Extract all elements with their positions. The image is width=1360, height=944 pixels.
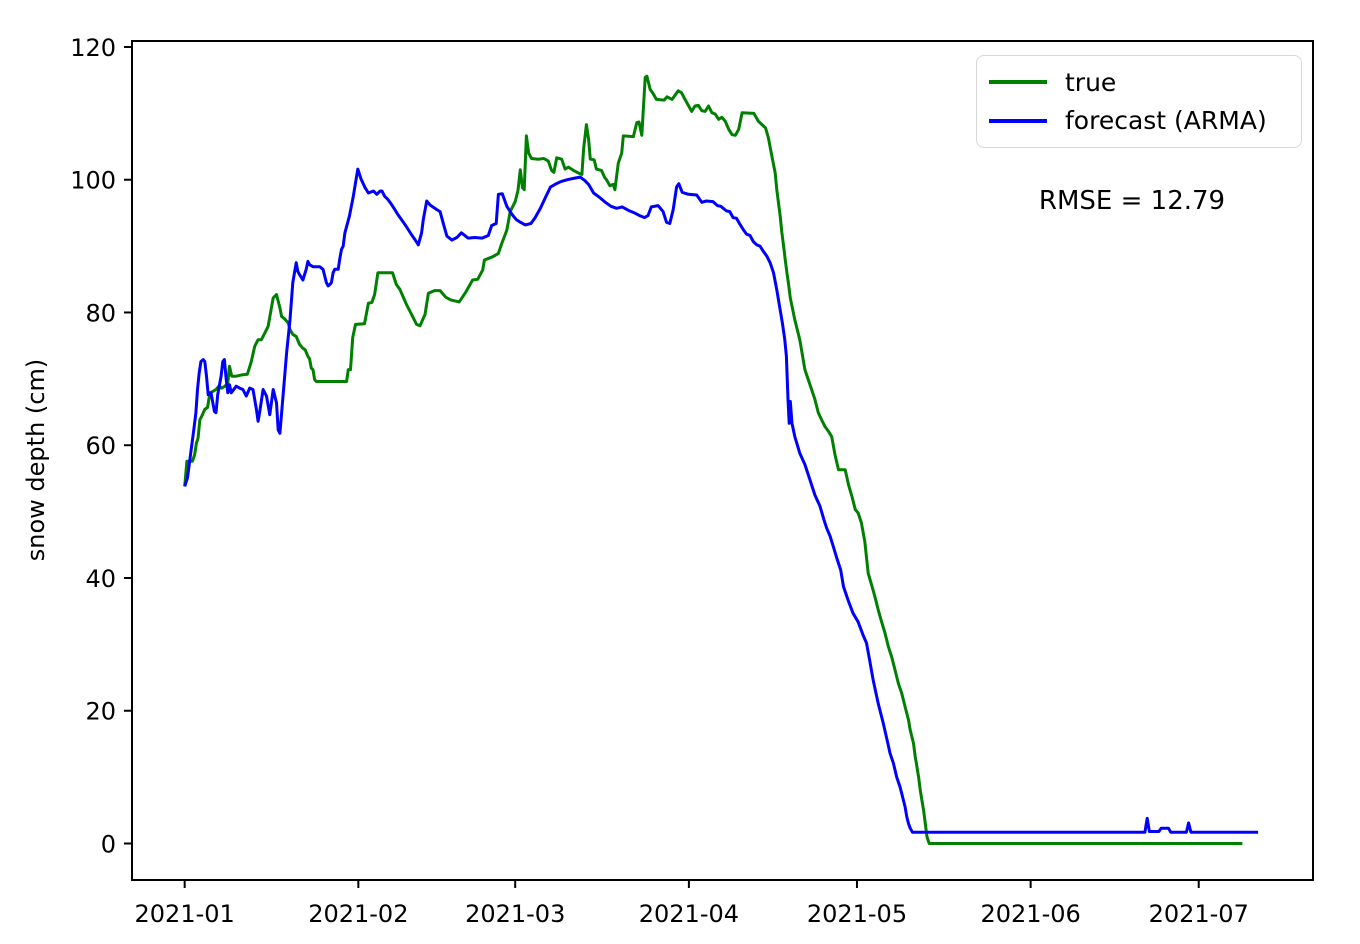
- rmse-annotation: RMSE = 12.79: [1038, 186, 1226, 216]
- true-series-line: [183, 74, 1243, 845]
- x-tick-label: 2021-02: [308, 900, 408, 928]
- y-tick-label: 120: [70, 34, 116, 62]
- forecast-line-swatch: [989, 118, 1047, 123]
- y-tick-label: 0: [101, 830, 116, 858]
- legend: true forecast (ARMA): [976, 55, 1302, 148]
- x-tick-label: 2021-03: [465, 900, 565, 928]
- x-tick-label: 2021-04: [639, 900, 739, 928]
- x-tick-label: 2021-05: [807, 900, 907, 928]
- legend-entry-true: true: [989, 70, 1299, 95]
- x-tick-label: 2021-07: [1149, 900, 1249, 928]
- y-tick-label: 60: [85, 432, 116, 460]
- axes-border: [131, 40, 1314, 881]
- x-tick-label: 2021-01: [135, 900, 235, 928]
- legend-label-forecast: forecast (ARMA): [1065, 106, 1267, 136]
- y-tick-label: 100: [70, 167, 116, 195]
- true-line-swatch: [989, 80, 1047, 85]
- y-tick-label: 40: [85, 565, 116, 593]
- y-axis-label: snow depth (cm): [22, 358, 50, 562]
- y-tick-label: 80: [85, 299, 116, 327]
- forecast-series-line: [183, 167, 1259, 834]
- y-tick-label: 20: [85, 698, 116, 726]
- legend-entry-forecast: forecast (ARMA): [989, 108, 1299, 133]
- legend-label-true: true: [1065, 67, 1117, 97]
- x-tick-label: 2021-06: [980, 900, 1080, 928]
